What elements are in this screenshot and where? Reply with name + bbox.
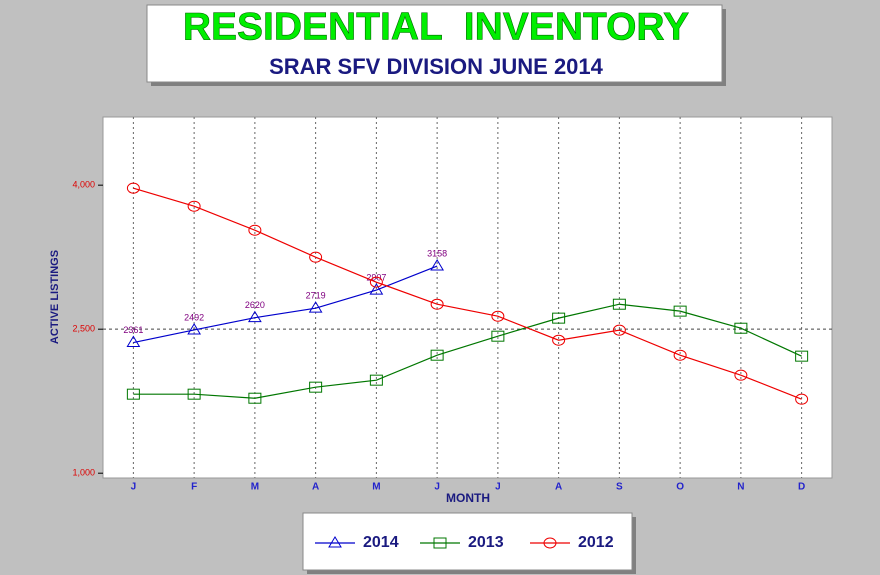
chart-title: RESIDENTIAL INVENTORY (183, 5, 689, 48)
data-point (612, 298, 626, 310)
data-point (126, 388, 140, 400)
data-point (369, 374, 383, 386)
data-point (673, 349, 687, 361)
data-point (187, 200, 201, 212)
x-tick-label: A (555, 482, 562, 493)
x-tick-label: J (131, 482, 137, 493)
data-point (430, 349, 444, 361)
x-tick-label: M (251, 482, 259, 493)
data-point (369, 276, 383, 288)
series-line (133, 303, 802, 399)
x-tick-label: D (798, 482, 805, 493)
data-point (248, 392, 262, 404)
data-label: 2620 (245, 300, 265, 310)
data-point (430, 298, 444, 310)
series-line (133, 187, 802, 400)
data-point (369, 283, 384, 295)
legend-marker (328, 536, 342, 548)
x-tick-label: A (312, 482, 319, 493)
y-axis-label: ACTIVE LISTINGS (49, 250, 61, 344)
title-box (146, 4, 723, 83)
data-point (552, 312, 566, 324)
data-point (491, 330, 505, 342)
data-point (248, 224, 262, 236)
data-point (734, 369, 748, 381)
data-point (126, 182, 140, 194)
data-point (308, 301, 323, 313)
data-point (309, 251, 323, 263)
data-point (552, 334, 566, 346)
data-point (795, 350, 809, 362)
data-point (309, 381, 323, 393)
x-tick-label: S (616, 482, 623, 493)
y-tick-label: 1,000 (72, 468, 95, 478)
data-point (734, 322, 748, 334)
x-tick-label: O (676, 482, 684, 493)
chart-subtitle: SRAR SFV DIVISION JUNE 2014 (269, 54, 604, 79)
legend-marker (543, 537, 557, 549)
data-point (430, 259, 445, 271)
x-tick-label: F (191, 482, 197, 493)
legend-label: 2014 (363, 534, 399, 551)
data-point (247, 310, 262, 323)
x-axis-label: MONTH (446, 491, 490, 505)
plot-area (102, 116, 833, 479)
data-label: 3158 (427, 248, 447, 258)
x-tick-label: M (372, 482, 380, 493)
data-point (187, 388, 201, 400)
legend-label: 2013 (468, 534, 504, 551)
y-tick-label: 4,000 (72, 180, 95, 190)
data-point (673, 305, 687, 317)
legend-box (302, 512, 633, 571)
y-tick-label: 2,500 (72, 324, 95, 334)
x-tick-label: J (495, 482, 501, 493)
data-point (187, 322, 202, 335)
data-label: 2719 (306, 291, 326, 301)
data-point (126, 335, 141, 348)
x-tick-label: J (434, 482, 440, 493)
data-point (795, 393, 809, 405)
data-point (612, 324, 626, 336)
data-label: 2492 (184, 312, 204, 322)
legend-label: 2012 (578, 534, 614, 551)
x-tick-label: N (737, 482, 744, 493)
data-point (491, 310, 505, 322)
data-label: 2361 (123, 325, 143, 335)
legend-marker (433, 537, 447, 549)
